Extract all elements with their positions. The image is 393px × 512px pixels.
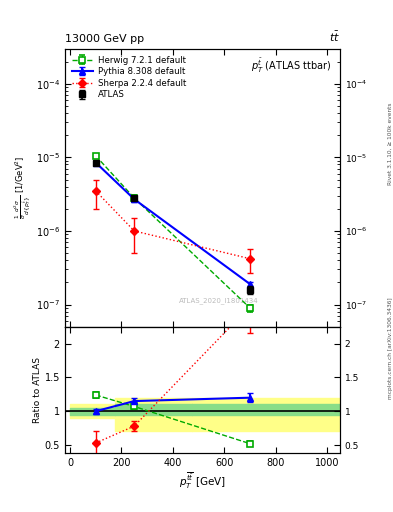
Text: $p_T^{\bar{t}}$ (ATLAS ttbar): $p_T^{\bar{t}}$ (ATLAS ttbar) <box>252 57 332 75</box>
Text: ATLAS_2020_I1801434: ATLAS_2020_I1801434 <box>179 297 259 305</box>
Legend: Herwig 7.2.1 default, Pythia 8.308 default, Sherpa 2.2.4 default, ATLAS: Herwig 7.2.1 default, Pythia 8.308 defau… <box>69 53 189 102</box>
X-axis label: $p^{\overline{t\bar{t}}}_{T}$ [GeV]: $p^{\overline{t\bar{t}}}_{T}$ [GeV] <box>179 471 226 491</box>
Text: $t\bar{t}$: $t\bar{t}$ <box>329 29 340 44</box>
Y-axis label: Ratio to ATLAS: Ratio to ATLAS <box>33 357 42 423</box>
Text: Rivet 3.1.10, ≥ 100k events: Rivet 3.1.10, ≥ 100k events <box>388 102 393 185</box>
Text: mcplots.cern.ch [arXiv:1306.3436]: mcplots.cern.ch [arXiv:1306.3436] <box>388 297 393 399</box>
Text: 13000 GeV pp: 13000 GeV pp <box>65 33 144 44</box>
Y-axis label: $\frac{1}{\sigma}\frac{d^2\sigma}{d\{p_T^{\bar{t}}\}}$ [1/GeV$^2$]: $\frac{1}{\sigma}\frac{d^2\sigma}{d\{p_T… <box>12 156 33 220</box>
